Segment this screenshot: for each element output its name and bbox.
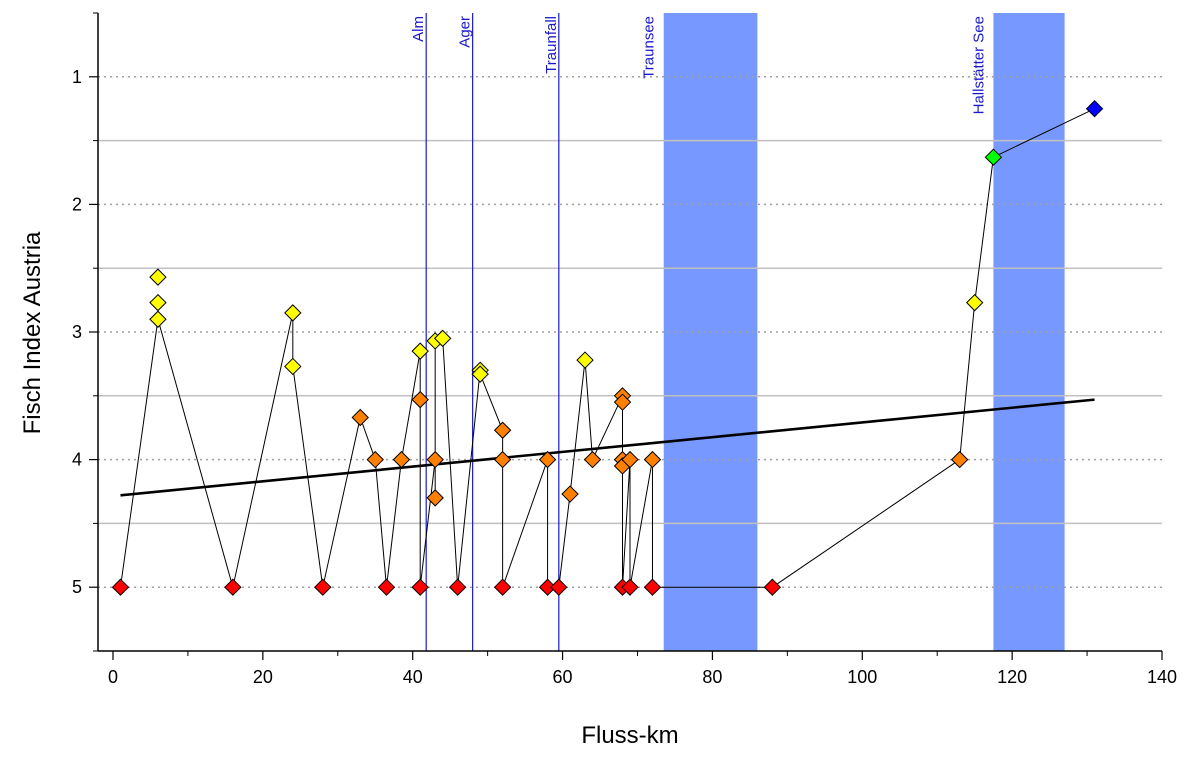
data-point (493, 578, 512, 596)
data-point (366, 450, 384, 469)
x-tick-label: 140 (1147, 667, 1177, 687)
data-point (965, 293, 984, 312)
data-point (550, 578, 568, 596)
lake-label: Traunsee (641, 16, 658, 79)
data-point (643, 450, 662, 469)
data-point (411, 578, 429, 596)
y-tick-label: 5 (72, 577, 82, 597)
data-point (149, 268, 167, 286)
data-point (643, 578, 662, 596)
trend-line (120, 398, 1095, 497)
x-tick-label: 40 (403, 667, 423, 687)
data-point (411, 342, 429, 360)
data-point (411, 390, 429, 409)
data-point (392, 450, 411, 469)
river-label: Alm (410, 16, 427, 42)
lake-label: Hallstätter See (970, 16, 987, 114)
x-tick-label: 100 (847, 667, 877, 687)
river-label: Ager (457, 16, 474, 48)
data-point (284, 304, 302, 322)
y-tick-label: 4 (72, 450, 82, 470)
data-point (351, 408, 369, 427)
data-points (111, 99, 1104, 596)
data-point (576, 351, 594, 369)
data-point (426, 450, 444, 469)
data-point (377, 578, 396, 596)
data-point (950, 450, 969, 469)
x-tick-label: 80 (702, 667, 722, 687)
y-axis-title: Fisch Index Austria (19, 231, 46, 434)
data-point (763, 578, 782, 596)
data-point (621, 450, 639, 469)
data-point (621, 578, 639, 596)
data-point (448, 578, 467, 596)
data-point (471, 365, 489, 383)
data-point (433, 329, 452, 348)
data-point (493, 450, 512, 469)
data-point (314, 578, 332, 596)
x-tick-label: 20 (253, 667, 273, 687)
data-point (111, 578, 130, 596)
data-point (493, 421, 512, 439)
river-markers: Alm Ager Traunfall Traunsee Hallstätter See (410, 13, 987, 651)
data-point (561, 485, 579, 503)
y-tick-label: 3 (72, 322, 82, 342)
data-point (984, 148, 1003, 166)
data-point (583, 450, 602, 469)
data-point (613, 393, 632, 411)
data-point (1085, 99, 1104, 118)
data-path-line (119, 108, 1095, 588)
x-tick-label: 0 (108, 667, 118, 687)
axes: 0 20 40 60 80 100 120 140 1 2 3 4 5 (72, 12, 1177, 687)
data-point (426, 489, 444, 507)
data-point (538, 450, 557, 469)
trend-line-path (120, 398, 1095, 497)
data-point (224, 578, 242, 596)
x-axis-title: Fluss-km (581, 722, 678, 749)
data-point (149, 293, 167, 312)
river-label: Traunfall (543, 16, 560, 74)
data-point (284, 357, 302, 376)
x-tick-label: 60 (553, 667, 573, 687)
data-path (119, 108, 1095, 588)
data-point (149, 310, 167, 328)
x-tick-label: 120 (997, 667, 1027, 687)
y-tick-label: 1 (72, 67, 82, 87)
y-tick-label: 2 (72, 194, 82, 214)
